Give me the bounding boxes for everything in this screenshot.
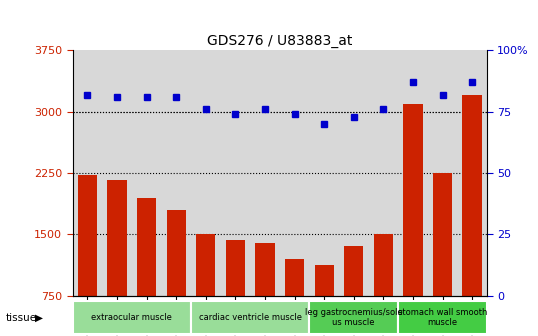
Title: GDS276 / U83883_at: GDS276 / U83883_at: [207, 34, 352, 48]
Text: ▶: ▶: [35, 312, 43, 323]
Bar: [344, 246, 363, 336]
Bar: [463, 95, 482, 336]
Text: cardiac ventricle muscle: cardiac ventricle muscle: [199, 313, 302, 322]
Bar: [315, 265, 334, 336]
Bar: [196, 235, 215, 336]
Bar: [374, 235, 393, 336]
Bar: [256, 243, 274, 336]
Text: stomach wall smooth
muscle: stomach wall smooth muscle: [398, 308, 487, 327]
Bar: [78, 175, 97, 336]
Bar: [226, 240, 245, 336]
Text: leg gastrocnemius/sole
us muscle: leg gastrocnemius/sole us muscle: [305, 308, 402, 327]
Text: tissue: tissue: [5, 312, 37, 323]
Bar: [285, 259, 304, 336]
Bar: [108, 180, 126, 336]
Bar: [404, 103, 422, 336]
Bar: [167, 210, 186, 336]
Bar: [433, 173, 452, 336]
Bar: [137, 198, 156, 336]
Text: extraocular muscle: extraocular muscle: [91, 313, 172, 322]
